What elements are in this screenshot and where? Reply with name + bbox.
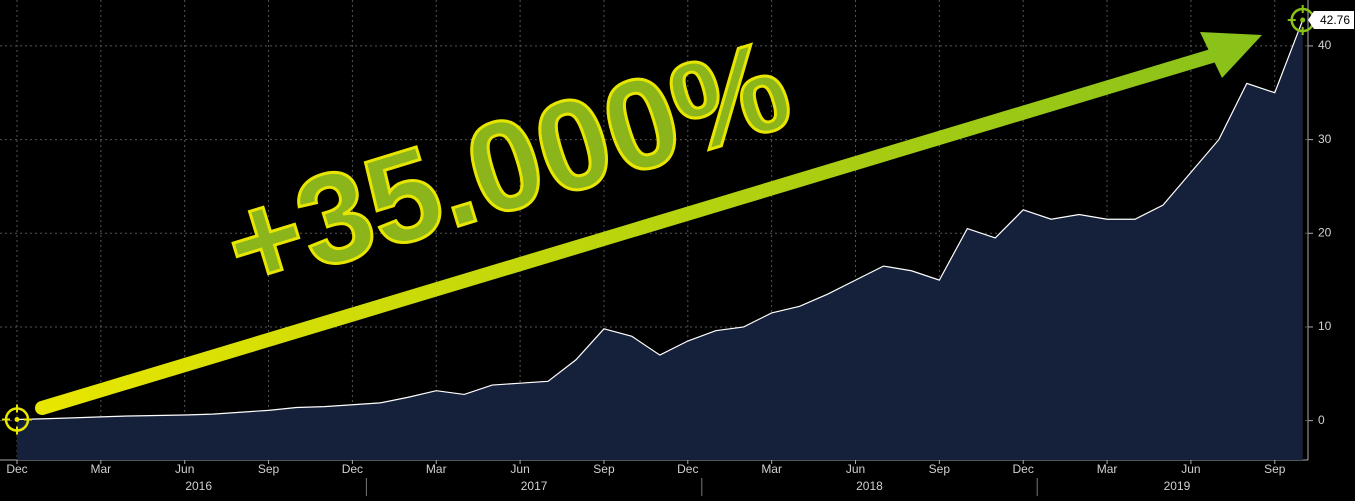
arrow [35,32,1262,415]
x-tick-label: Dec [6,462,27,476]
y-tick-label: 0 [1318,413,1325,427]
last-value-label: 42.76 [1320,13,1350,27]
x-tick-label: Sep [593,462,615,476]
x-tick-label: Mar [426,462,447,476]
arrow-shaft [35,45,1232,415]
year-label: 2018 [856,479,883,493]
year-label: 2016 [185,479,212,493]
arrow-head [1200,32,1262,78]
x-tick-label: Dec [342,462,363,476]
y-tick-label: 30 [1318,132,1332,146]
y-tick-label: 40 [1318,38,1332,52]
x-tick-label: Mar [761,462,782,476]
x-tick-label: Sep [1264,462,1286,476]
y-tick-label: 20 [1318,225,1332,239]
x-tick-label: Sep [258,462,280,476]
line [16,19,1304,421]
x-tick-label: Dec [1013,462,1034,476]
x-tick-label: Sep [929,462,951,476]
year-label: 2017 [521,479,548,493]
year-label: 2019 [1164,479,1191,493]
last-value-box [1308,11,1354,30]
x-tick-label: Jun [1181,462,1200,476]
x-tick-label: Dec [677,462,698,476]
x-tick-label: Jun [846,462,865,476]
x-tick-label: Jun [175,462,194,476]
target-dot [14,417,20,423]
x-tick-label: Jun [510,462,529,476]
x-tick-label: Mar [91,462,112,476]
y-tick-label: 10 [1318,319,1332,333]
area [17,20,1303,460]
target-dot [1300,17,1306,23]
x-tick-label: Mar [1097,462,1118,476]
